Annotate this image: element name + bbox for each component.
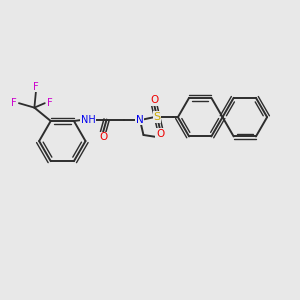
Text: F: F xyxy=(47,98,53,108)
Text: N: N xyxy=(136,115,144,124)
Text: S: S xyxy=(154,112,161,122)
Text: O: O xyxy=(156,129,164,139)
Text: NH: NH xyxy=(81,115,96,124)
Text: O: O xyxy=(150,95,158,105)
Text: F: F xyxy=(33,82,39,92)
Text: F: F xyxy=(11,98,16,108)
Text: O: O xyxy=(99,132,107,142)
